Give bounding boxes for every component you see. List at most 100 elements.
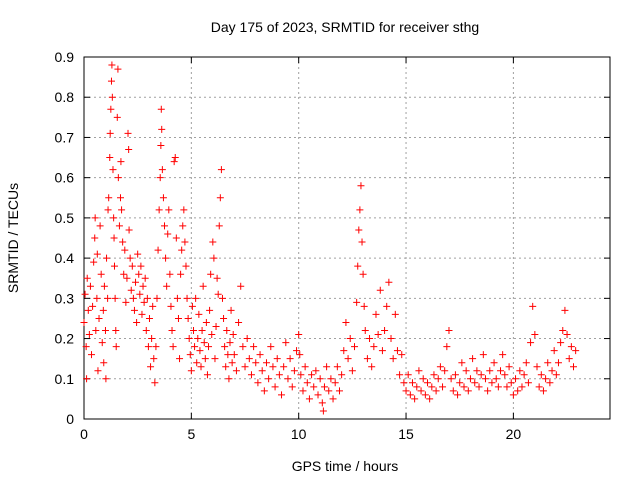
data-point	[205, 343, 213, 351]
data-point	[165, 206, 173, 214]
data-point	[142, 327, 150, 335]
data-point	[497, 367, 505, 375]
data-point	[210, 254, 218, 262]
data-point	[430, 371, 438, 379]
data-point	[411, 395, 419, 403]
data-point	[492, 375, 500, 383]
data-point	[269, 363, 277, 371]
data-point	[104, 294, 112, 302]
data-point	[376, 286, 384, 294]
data-point	[280, 363, 288, 371]
data-point	[198, 327, 206, 335]
data-point	[358, 238, 366, 246]
data-point	[164, 230, 172, 238]
data-point	[100, 359, 108, 367]
data-point	[202, 318, 210, 326]
data-point	[356, 206, 364, 214]
data-point	[520, 371, 528, 379]
data-point	[552, 371, 560, 379]
data-point	[374, 331, 382, 339]
data-point	[490, 359, 498, 367]
data-point	[295, 331, 303, 339]
data-point	[312, 367, 320, 375]
data-point	[209, 238, 217, 246]
data-point	[484, 387, 492, 395]
data-point	[213, 274, 221, 282]
data-point	[85, 331, 93, 339]
data-point	[570, 363, 578, 371]
data-point	[378, 347, 386, 355]
data-point	[456, 379, 464, 387]
data-point	[106, 129, 114, 137]
data-point	[445, 327, 453, 335]
y-tick-label: 0	[66, 411, 74, 427]
data-point	[250, 343, 258, 351]
data-point	[370, 343, 378, 351]
data-point	[265, 375, 273, 383]
data-point	[218, 294, 226, 302]
data-point	[189, 327, 197, 335]
data-point	[360, 302, 368, 310]
data-point	[479, 351, 487, 359]
data-point	[203, 371, 211, 379]
data-point	[471, 379, 479, 387]
data-point	[117, 158, 125, 166]
y-tick-label: 0.7	[55, 129, 75, 145]
data-point	[185, 335, 193, 343]
data-point	[516, 367, 524, 375]
data-point	[222, 363, 230, 371]
data-point	[404, 371, 412, 379]
data-point	[527, 339, 535, 347]
data-point	[123, 274, 131, 282]
data-point	[88, 351, 96, 359]
data-point	[216, 194, 224, 202]
data-point	[223, 327, 231, 335]
data-point	[84, 306, 92, 314]
data-point	[179, 222, 187, 230]
data-point	[239, 343, 247, 351]
data-point	[97, 270, 105, 278]
data-point	[224, 351, 232, 359]
data-point	[475, 383, 483, 391]
data-point	[174, 314, 182, 322]
data-point	[344, 355, 352, 363]
data-point	[186, 351, 194, 359]
data-point	[83, 274, 91, 282]
x-tick-label: 20	[506, 426, 522, 442]
data-point	[531, 331, 539, 339]
data-point	[335, 387, 343, 395]
data-point	[481, 375, 489, 383]
data-point	[118, 206, 126, 214]
data-point	[331, 379, 339, 387]
data-point	[258, 367, 266, 375]
data-point	[111, 294, 119, 302]
data-point	[327, 375, 335, 383]
y-tick-label: 0.3	[55, 290, 75, 306]
data-points	[80, 61, 580, 415]
data-point	[391, 310, 399, 318]
data-point	[366, 335, 374, 343]
data-point	[109, 166, 117, 174]
plot-frame	[83, 56, 611, 420]
data-point	[188, 302, 196, 310]
data-point	[172, 234, 180, 242]
data-point	[389, 355, 397, 363]
data-point	[200, 339, 208, 347]
data-point	[112, 343, 120, 351]
data-point	[93, 250, 101, 258]
data-point	[163, 282, 171, 290]
x-tick-label: 15	[398, 426, 414, 442]
data-point	[537, 371, 545, 379]
data-point	[120, 270, 128, 278]
data-point	[168, 327, 176, 335]
data-point	[193, 359, 201, 367]
data-point	[108, 93, 116, 101]
data-point	[290, 367, 298, 375]
data-point	[101, 327, 109, 335]
data-point	[299, 387, 307, 395]
data-point	[402, 387, 410, 395]
data-point	[314, 391, 322, 399]
data-point	[271, 383, 279, 391]
data-point	[454, 391, 462, 399]
